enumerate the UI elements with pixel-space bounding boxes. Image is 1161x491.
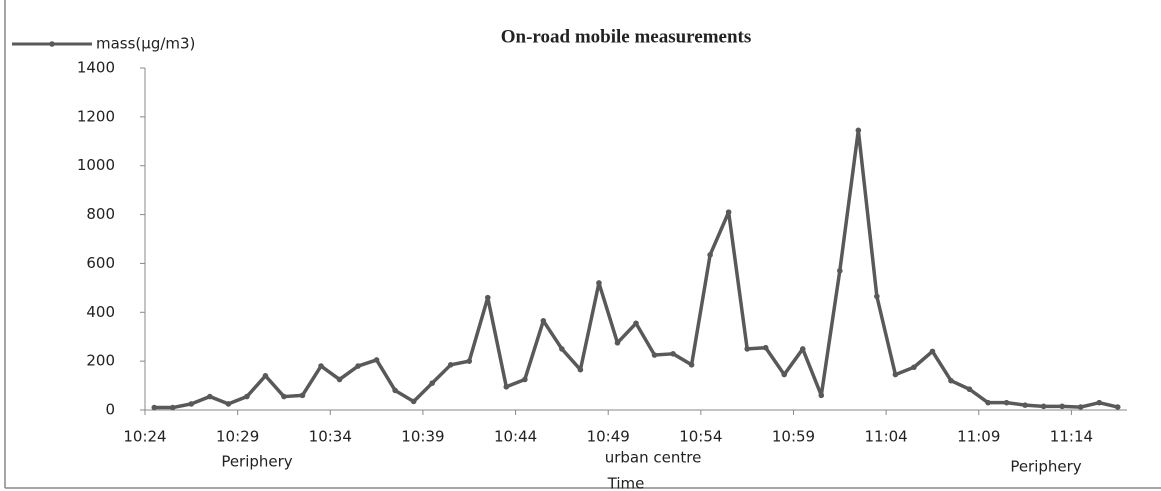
data-point: [1022, 402, 1028, 408]
data-point: [985, 399, 991, 406]
data-point: [929, 348, 936, 355]
y-tick-label: 0: [105, 401, 115, 419]
x-tick-label: 10:34: [309, 428, 352, 446]
data-point: [948, 377, 954, 384]
data-point: [355, 363, 361, 369]
y-tick-label: 1400: [77, 59, 115, 77]
data-point: [373, 357, 380, 363]
x-tick-label: 10:39: [401, 428, 444, 446]
data-point: [688, 362, 695, 368]
data-point: [744, 346, 750, 352]
data-point: [244, 393, 250, 400]
x-tick-label: 10:59: [772, 428, 815, 446]
x-tick-label: 10:54: [679, 428, 722, 446]
y-tick-label: 1200: [77, 107, 115, 125]
legend-marker: [49, 41, 55, 47]
data-point: [670, 351, 676, 357]
data-point: [225, 401, 232, 407]
annotation: urban centre: [605, 449, 702, 467]
legend-label: mass(µg/m3): [96, 35, 195, 53]
data-point: [818, 392, 825, 399]
y-tick-label: 800: [86, 205, 115, 223]
data-point: [429, 380, 435, 386]
data-point: [781, 371, 788, 378]
x-tick-label: 11:14: [1050, 428, 1093, 446]
data-point: [874, 293, 880, 300]
x-tick-label: 10:24: [123, 428, 166, 446]
data-point: [540, 318, 547, 324]
data-point: [1096, 399, 1103, 406]
data-point: [892, 371, 899, 378]
annotation: Periphery: [1010, 458, 1081, 476]
data-point: [559, 346, 565, 352]
data-point: [262, 373, 269, 379]
data-point: [336, 376, 343, 383]
data-point: [318, 363, 324, 369]
y-tick-label: 1000: [77, 156, 115, 174]
data-point: [633, 320, 639, 327]
data-point: [299, 392, 306, 399]
y-tick-label: 400: [86, 303, 115, 321]
x-tick-label: 10:44: [494, 428, 537, 446]
data-point: [392, 387, 398, 394]
data-point: [1114, 404, 1121, 410]
data-point: [596, 280, 602, 286]
data-point: [1040, 403, 1047, 410]
data-point: [651, 352, 658, 358]
chart-title: On-road mobile measurements: [501, 26, 752, 47]
data-point: [762, 344, 769, 351]
data-point: [281, 393, 287, 400]
data-point: [410, 398, 417, 405]
data-line: [154, 128, 1119, 410]
data-point: [151, 404, 158, 411]
x-tick-label: 10:49: [587, 428, 630, 446]
data-point: [484, 294, 491, 301]
data-point: [1077, 404, 1084, 410]
data-point: [522, 376, 528, 383]
x-tick-label: 11:04: [865, 428, 908, 446]
data-point: [911, 364, 917, 371]
data-point: [837, 267, 843, 274]
data-point: [707, 252, 713, 258]
data-point: [503, 383, 510, 390]
data-point: [1059, 403, 1065, 410]
data-point: [1003, 399, 1010, 406]
data-point: [207, 393, 213, 400]
x-tick-label: 11:09: [957, 428, 1000, 446]
data-point: [577, 366, 584, 373]
annotation: Periphery: [221, 453, 292, 471]
x-tick-label: 10:29: [216, 428, 259, 446]
data-point: [799, 346, 806, 352]
data-point: [614, 340, 621, 346]
data-point: [466, 358, 473, 364]
data-point: [966, 386, 973, 393]
data-point: [188, 401, 195, 407]
y-tick-label: 200: [86, 352, 115, 370]
x-axis-label: Time: [607, 475, 645, 491]
data-point: [855, 127, 862, 134]
y-tick-label: 600: [86, 254, 115, 272]
data-point: [169, 404, 176, 411]
data-point: [447, 362, 454, 368]
data-point: [725, 209, 732, 215]
